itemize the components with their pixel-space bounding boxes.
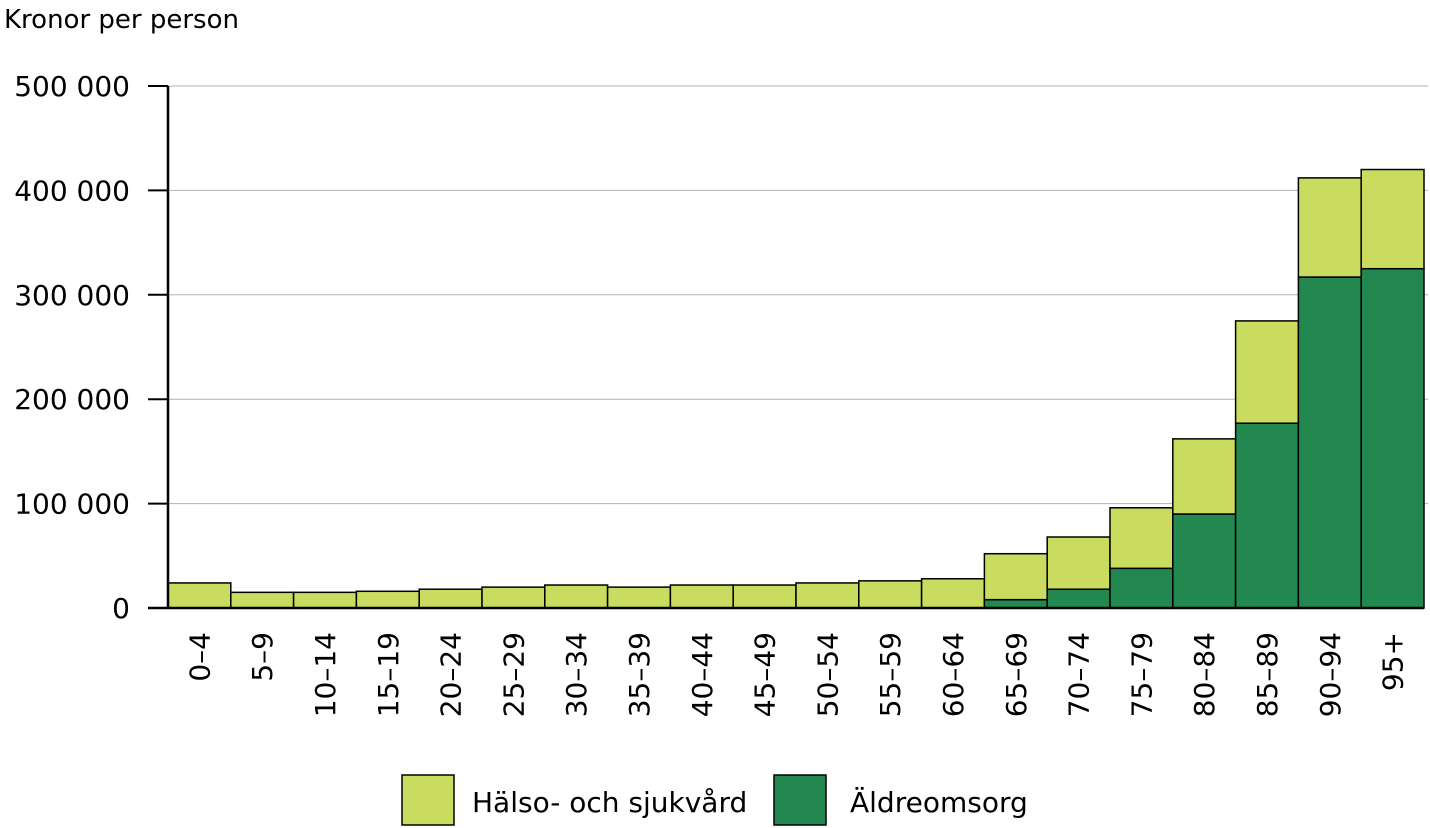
bar-segment xyxy=(1046,536,1111,590)
x-tick-label: 20–24 xyxy=(435,632,468,717)
bar-segment xyxy=(920,578,986,609)
bar-segment xyxy=(1360,267,1425,609)
bar-segment xyxy=(1297,177,1362,278)
bar-segment xyxy=(418,588,483,609)
bar-segment xyxy=(1109,567,1174,609)
bar-segment xyxy=(606,586,672,609)
bar-segment xyxy=(983,552,1048,601)
y-tick-label: 500 000 xyxy=(14,70,130,103)
axes xyxy=(148,86,1424,610)
x-tick-label: 90–94 xyxy=(1314,632,1347,717)
x-tick-label: 45–49 xyxy=(749,632,782,717)
x-tick-label: 10–14 xyxy=(309,632,342,717)
x-tick-label: 65–69 xyxy=(1000,632,1033,717)
x-tick-label: 80–84 xyxy=(1188,632,1221,717)
bar-segment xyxy=(230,591,295,609)
x-tick-label: 60–64 xyxy=(937,632,970,717)
legend: Hälso- och sjukvård Äldreomsorg xyxy=(401,774,1028,826)
bar-segment xyxy=(795,582,860,609)
bar-segment xyxy=(1234,422,1300,609)
y-tick-label: 100 000 xyxy=(14,488,130,521)
bar-segment xyxy=(732,584,797,609)
x-tick-label: 75–79 xyxy=(1125,632,1158,717)
bar-segment xyxy=(1046,588,1111,609)
y-tick-label: 0 xyxy=(112,592,130,625)
legend-swatch xyxy=(773,774,827,826)
bar-segment xyxy=(858,580,923,609)
legend-swatch xyxy=(401,774,455,826)
bar-segment xyxy=(1360,168,1425,270)
x-tick-label: 40–44 xyxy=(686,632,719,717)
bar-segment xyxy=(1172,438,1237,515)
y-axis-ticks: 0 100 000 200 000 300 000 400 000 500 000 xyxy=(14,70,168,625)
legend-label: Hälso- och sjukvård xyxy=(472,786,747,819)
legend-label: Äldreomsorg xyxy=(850,786,1028,819)
x-tick-label: 85–89 xyxy=(1251,632,1284,717)
bar-segment xyxy=(292,591,358,609)
x-tick-label: 50–54 xyxy=(811,632,844,717)
bar-segment xyxy=(1297,276,1362,609)
bar-segment xyxy=(1172,513,1237,609)
x-tick-label: 30–34 xyxy=(560,632,593,717)
bar-segment xyxy=(355,590,420,609)
x-tick-label: 95+ xyxy=(1377,632,1410,691)
y-axis-title: Kronor per person xyxy=(4,5,239,35)
x-axis-labels: 0–4 5–9 10–14 15–19 20–24 25–29 30–34 35–39 40–4… xyxy=(183,632,1409,717)
y-tick-label: 200 000 xyxy=(14,383,130,416)
bar-segment xyxy=(481,586,546,609)
bar-segment xyxy=(1109,507,1174,570)
bars xyxy=(167,168,1425,609)
x-tick-label: 15–19 xyxy=(372,632,405,717)
bar-segment xyxy=(167,582,232,609)
bar-segment xyxy=(983,598,1048,609)
bar-segment xyxy=(1234,320,1300,424)
x-tick-label: 35–39 xyxy=(623,632,656,717)
x-tick-label: 70–74 xyxy=(1063,632,1096,717)
x-tick-label: 0–4 xyxy=(183,632,216,682)
y-tick-label: 400 000 xyxy=(14,174,130,207)
x-tick-label: 25–29 xyxy=(497,632,530,717)
x-tick-label: 55–59 xyxy=(874,632,907,717)
x-tick-label: 5–9 xyxy=(246,632,279,682)
y-tick-label: 300 000 xyxy=(14,279,130,312)
bar-segment xyxy=(544,584,609,609)
bar-segment xyxy=(669,584,734,609)
